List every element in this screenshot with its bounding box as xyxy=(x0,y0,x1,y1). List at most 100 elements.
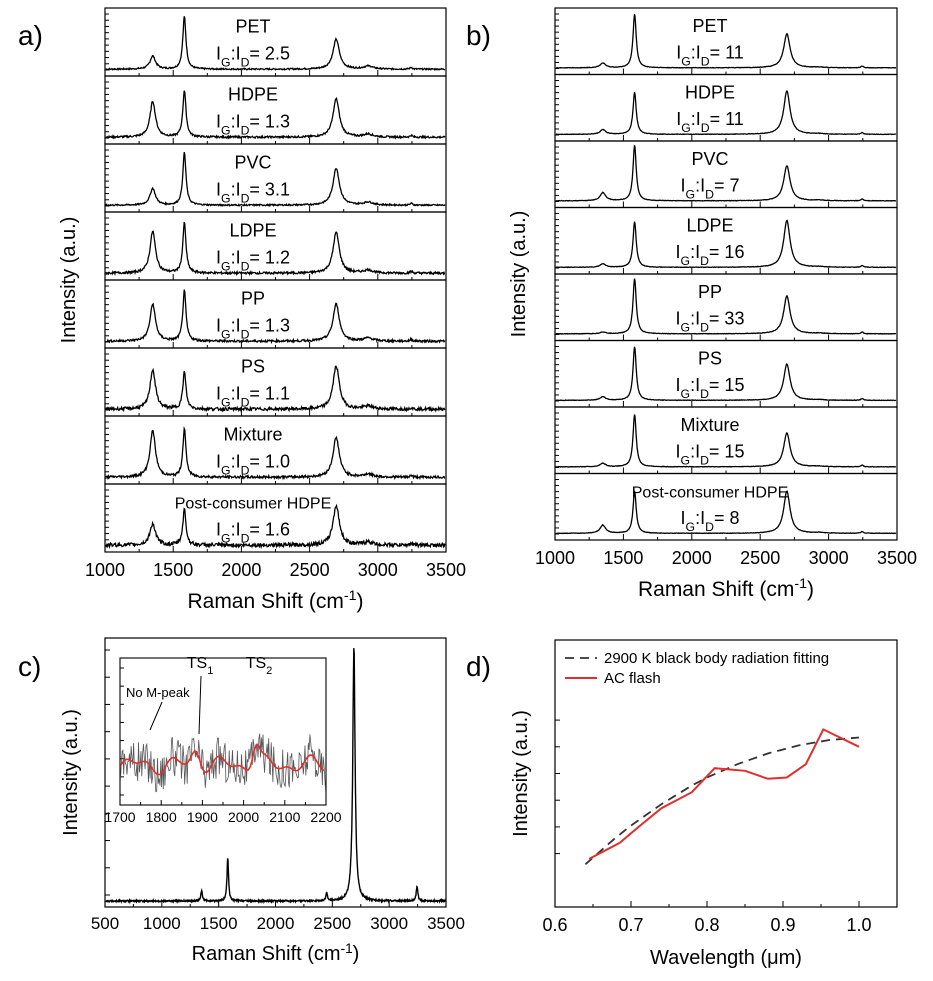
x-tick-label: 0.9 xyxy=(770,915,795,935)
ratio-label-part-2: :I xyxy=(231,112,241,132)
ratio-label: IG:ID= 11 xyxy=(676,109,744,135)
ratio-label-part-4: = 15 xyxy=(709,442,745,462)
ratio-label-part-4: = 1.3 xyxy=(249,112,290,132)
ratio-label-part-1: G xyxy=(221,260,231,274)
ratio-label-part-1: G xyxy=(681,55,691,69)
spectrum-line-hdpe xyxy=(105,90,446,140)
subplot-frame xyxy=(554,339,898,408)
ratio-label-part-2: :I xyxy=(231,384,241,404)
ratio-label: IG:ID= 1.0 xyxy=(216,452,290,478)
ratio-label-part-3: D xyxy=(701,121,710,135)
spectrum-label: PET xyxy=(235,16,270,36)
spectrum-line-pvc xyxy=(555,145,896,202)
ratio-label-part-0: I xyxy=(676,242,681,262)
spectrum-line-mixture xyxy=(105,426,446,481)
ratio-label-part-0: I xyxy=(216,44,221,64)
x-tick-label: 1500 xyxy=(200,914,238,933)
ratio-label-part-1: G xyxy=(221,124,231,138)
x-tick-label: 1000 xyxy=(85,560,125,580)
spectrum-line-ps xyxy=(555,346,897,402)
ratio-label: IG:ID= 15 xyxy=(676,442,745,468)
ratio-label-part-3: D xyxy=(705,188,714,202)
ratio-label: IG:ID= 2.5 xyxy=(216,44,290,70)
spectrum-label: LDPE xyxy=(229,220,276,240)
ratio-label-part-2: :I xyxy=(231,248,241,268)
ratio-label: IG:ID= 1.2 xyxy=(216,248,290,274)
ratio-label: IG:ID= 8 xyxy=(681,508,740,534)
ratio-label-part-0: I xyxy=(216,248,221,268)
annotation-ts1: TS1 xyxy=(187,655,214,677)
ratio-label-part-1: G xyxy=(681,254,691,268)
x-axis-label-part-2: ) xyxy=(807,578,814,601)
inset-raw-line xyxy=(120,733,326,793)
x-axis-label-part-2: ) xyxy=(357,590,364,613)
ratio-label-part-2: :I xyxy=(231,44,241,64)
x-axis-label: Wavelength (μm) xyxy=(650,947,802,969)
subplot-frame xyxy=(104,483,447,553)
x-tick-label: 0.7 xyxy=(618,915,643,935)
ratio-label: IG:ID= 3.1 xyxy=(216,180,290,206)
ratio-label-part-2: :I xyxy=(690,242,700,262)
ratio-label-part-3: D xyxy=(700,254,709,268)
ratio-label: IG:ID= 16 xyxy=(676,242,745,268)
spectrum-line-post-consumer-hdpe xyxy=(105,503,446,550)
spectrum-line-pp xyxy=(105,289,446,345)
ratio-label-part-3: D xyxy=(241,396,250,410)
annotation-ts2: TS2 xyxy=(246,655,273,677)
x-tick-label: 0.8 xyxy=(694,915,719,935)
legend-label: AC flash xyxy=(604,670,661,687)
ratio-label-part-2: :I xyxy=(231,520,241,540)
ratio-label-part-0: I xyxy=(676,43,681,63)
x-tick-label: 3500 xyxy=(426,560,466,580)
x-tick-label: 2500 xyxy=(290,560,330,580)
x-tick-label: 2500 xyxy=(740,548,780,568)
series-line-2900-k-black-body-radiation-fitting xyxy=(584,736,860,865)
panel-letter: c) xyxy=(18,651,41,682)
ratio-label-part-4: = 11 xyxy=(710,43,744,63)
ratio-label: IG:ID= 15 xyxy=(676,375,745,401)
x-tick-label: 3500 xyxy=(427,914,465,933)
ratio-label-part-4: = 11 xyxy=(710,109,744,129)
x-axis-label-part-1: -1 xyxy=(794,576,807,592)
y-axis-label: Intensity (a.u.) xyxy=(58,217,80,344)
spectrum-line-mixture xyxy=(555,414,897,468)
ratio-label-part-3: D xyxy=(241,260,250,274)
panel-d: 2900 K black body radiation fitting AC fl… xyxy=(466,639,898,969)
spectrum-label: PVC xyxy=(691,149,728,169)
y-axis-label: Intensity (a.u.) xyxy=(60,709,82,836)
ratio-label-part-4: = 1.1 xyxy=(249,384,290,404)
x-axis-label-part-0: Raman Shift (cm xyxy=(638,578,794,601)
ratio-label-part-3: D xyxy=(241,56,250,70)
ratio-label: IG:ID= 1.6 xyxy=(216,520,290,546)
ratio-label-part-0: I xyxy=(216,452,221,472)
ratio-label-part-4: = 2.5 xyxy=(249,44,290,64)
spectrum-label: Mixture xyxy=(680,415,739,435)
annotation-ts2-part-0: TS xyxy=(246,655,266,672)
spectrum-line-pp xyxy=(555,278,897,335)
legend-label: 2900 K black body radiation fitting xyxy=(604,650,829,667)
ratio-label-part-3: D xyxy=(705,520,714,534)
ratio-label-part-4: = 3.1 xyxy=(249,180,290,200)
inset-x-tick-label: 2200 xyxy=(310,809,341,825)
ratio-label-part-2: :I xyxy=(691,43,701,63)
annotation-ts1-part-1: 1 xyxy=(207,665,213,677)
ratio-label-part-0: I xyxy=(216,520,221,540)
x-tick-label: 3500 xyxy=(877,548,917,568)
spectrum-line-pvc xyxy=(105,152,446,208)
ratio-label-part-4: = 15 xyxy=(709,375,745,395)
x-tick-label: 2000 xyxy=(221,560,261,580)
panel-letter: a) xyxy=(18,20,43,51)
panel-c: 500 1000 1500 2000 2500 3000 3500 Raman Shift (… xyxy=(18,637,465,966)
ratio-label-part-4: = 7 xyxy=(714,176,740,196)
inset-frame xyxy=(119,657,327,806)
ratio-label-part-0: I xyxy=(676,309,681,329)
x-axis-label: Raman Shift (cm-1) xyxy=(192,941,360,966)
ratio-label: IG:ID= 7 xyxy=(681,176,740,202)
ratio-label-part-3: D xyxy=(241,192,250,206)
x-tick-label: 1.0 xyxy=(846,915,871,935)
x-axis-label-part-2: m) xyxy=(779,947,802,969)
x-axis-label-part-2: ) xyxy=(353,943,360,965)
inset-smoothed-line xyxy=(119,743,325,776)
y-axis-label: Intensity (a.u.) xyxy=(508,211,530,338)
x-tick-label: 1000 xyxy=(143,914,181,933)
